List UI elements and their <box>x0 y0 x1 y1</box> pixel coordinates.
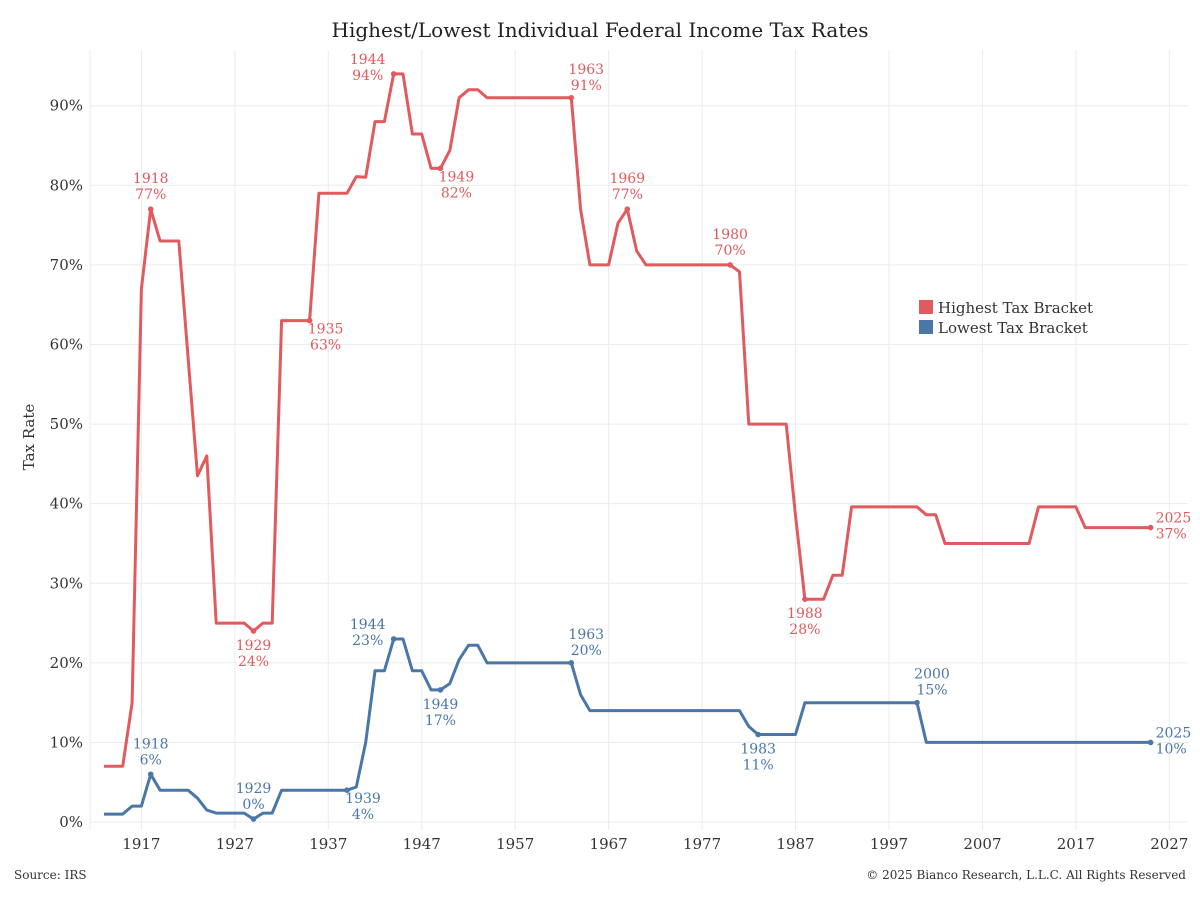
annotation-value: 82% <box>441 185 472 201</box>
gridlines <box>89 50 1188 830</box>
annotation-marker <box>147 771 154 778</box>
annotation-year: 1944 <box>350 52 386 68</box>
annotation-marker <box>568 94 575 101</box>
annotation-marker <box>1147 524 1154 531</box>
annotation-marker <box>914 699 920 706</box>
y-tick-label: 70% <box>50 256 83 274</box>
x-tick-label: 1997 <box>870 835 908 853</box>
source-note: Source: IRS <box>14 868 87 882</box>
x-tick-label: 1947 <box>403 835 441 853</box>
lowest-bracket-line <box>104 637 1151 821</box>
annotation-value: 10% <box>1156 741 1187 757</box>
annotation-value: 77% <box>135 187 166 203</box>
y-tick-label: 40% <box>50 495 83 513</box>
annotation-marker <box>250 816 257 822</box>
annotation-value: 4% <box>352 807 374 823</box>
annotation-value: 91% <box>571 78 602 94</box>
annotation-marker <box>802 596 808 602</box>
annotation-marker <box>250 628 257 634</box>
annotation-value: 28% <box>789 622 820 638</box>
annotation-year: 1918 <box>133 171 169 187</box>
annotation-value: 94% <box>352 68 383 84</box>
annotation-year: 1935 <box>308 322 344 338</box>
legend-label-highest: Highest Tax Bracket <box>938 299 1093 317</box>
data-annotations: 191877%192924%193563%194494%194982%19639… <box>133 52 1191 823</box>
x-tick-label: 2027 <box>1150 835 1188 853</box>
annotation-year: 2000 <box>914 667 950 683</box>
legend-swatch-highest <box>919 300 933 314</box>
x-tick-label: 1967 <box>590 835 628 853</box>
annotation-value: 23% <box>352 633 383 649</box>
annotation-marker <box>390 71 397 77</box>
annotation-year: 1983 <box>740 741 776 757</box>
annotation-value: 17% <box>425 713 456 729</box>
y-tick-label: 90% <box>50 97 83 115</box>
annotation-year: 1949 <box>423 697 459 713</box>
y-axis-label: Tax Rate <box>20 404 38 471</box>
annotation-value: 24% <box>238 654 269 670</box>
annotation-marker <box>344 787 350 794</box>
chart-title: Highest/Lowest Individual Federal Income… <box>331 18 869 42</box>
annotation-year: 1939 <box>345 791 381 807</box>
y-tick-label: 0% <box>59 813 83 831</box>
x-tick-label: 1917 <box>122 835 160 853</box>
annotation-value: 77% <box>612 187 643 203</box>
annotation-value: 63% <box>310 338 341 354</box>
y-axis-ticks: 0% 10% 20% 30% 40% 50% 60% 70% 80% 90% <box>50 97 83 831</box>
annotation-marker <box>147 206 154 212</box>
legend-label-lowest: Lowest Tax Bracket <box>938 319 1088 337</box>
annotation-year: 1918 <box>133 736 169 752</box>
y-tick-label: 80% <box>50 176 83 194</box>
x-tick-label: 1957 <box>496 835 534 853</box>
highest-bracket-line <box>104 72 1151 768</box>
annotation-value: 20% <box>571 643 602 659</box>
annotation-marker <box>437 165 444 172</box>
annotation-year: 1980 <box>712 227 748 243</box>
x-tick-label: 1977 <box>683 835 721 853</box>
annotation-year: 1969 <box>609 171 645 187</box>
x-axis-ticks: 1917 1927 1937 1947 1957 1967 1977 1987 1997 2007… <box>122 835 1188 853</box>
legend-swatch-lowest <box>919 320 933 334</box>
annotation-year: 1929 <box>236 781 272 797</box>
annotation-value: 37% <box>1156 527 1187 543</box>
annotation-marker <box>306 317 313 324</box>
annotation-marker <box>437 687 444 693</box>
annotation-year: 1963 <box>568 62 604 78</box>
annotation-year: 1944 <box>350 617 386 633</box>
y-tick-label: 10% <box>50 733 83 751</box>
legend: Highest Tax Bracket Lowest Tax Bracket <box>919 299 1093 337</box>
annotation-value: 11% <box>743 757 774 773</box>
series-lines <box>104 72 1151 821</box>
annotation-year: 2025 <box>1156 511 1192 527</box>
annotation-value: 0% <box>242 797 264 813</box>
annotation-year: 1949 <box>439 169 475 185</box>
x-tick-label: 1937 <box>309 835 347 853</box>
y-tick-label: 20% <box>50 654 83 672</box>
y-tick-label: 30% <box>50 574 83 592</box>
annotation-marker <box>568 660 575 666</box>
y-tick-label: 50% <box>50 415 83 433</box>
annotation-value: 70% <box>715 243 746 259</box>
annotation-year: 1963 <box>568 627 604 643</box>
annotation-marker <box>755 731 761 738</box>
annotation-value: 6% <box>140 752 162 768</box>
annotation-marker <box>624 206 631 212</box>
annotation-value: 15% <box>916 683 947 699</box>
annotation-year: 1988 <box>787 606 823 622</box>
copyright-note: © 2025 Bianco Research, L.L.C. All Right… <box>866 868 1186 882</box>
y-tick-label: 60% <box>50 335 83 353</box>
x-tick-label: 1987 <box>776 835 814 853</box>
annotation-marker <box>1147 739 1154 746</box>
annotation-marker <box>390 636 397 642</box>
x-tick-label: 2007 <box>963 835 1001 853</box>
x-tick-label: 1927 <box>216 835 254 853</box>
annotation-marker <box>727 262 733 268</box>
annotation-year: 1929 <box>236 638 272 654</box>
x-tick-label: 2017 <box>1057 835 1095 853</box>
tax-rate-chart: 0%10%20%30%40%50%60%70%80%90% 1917 1927 19… <box>20 50 1191 853</box>
annotation-year: 2025 <box>1156 725 1192 741</box>
